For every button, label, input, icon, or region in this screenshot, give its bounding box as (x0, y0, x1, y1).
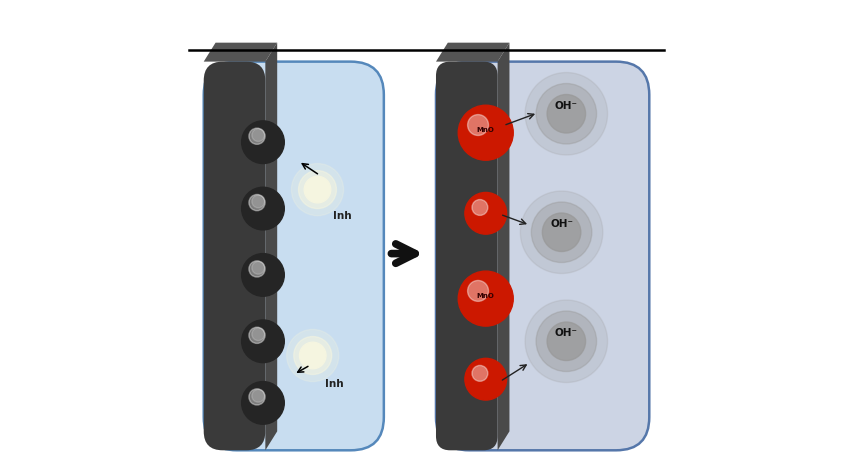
Circle shape (542, 213, 580, 252)
Polygon shape (204, 43, 277, 62)
Circle shape (241, 121, 284, 164)
Circle shape (249, 327, 265, 343)
Circle shape (525, 73, 607, 155)
Circle shape (531, 202, 591, 263)
Text: OH⁻: OH⁻ (554, 100, 577, 110)
FancyBboxPatch shape (435, 62, 648, 450)
Circle shape (249, 128, 265, 145)
Circle shape (525, 300, 607, 383)
Circle shape (464, 358, 506, 400)
Circle shape (304, 176, 331, 203)
Circle shape (293, 337, 331, 374)
Circle shape (546, 322, 584, 361)
Circle shape (458, 271, 513, 326)
Circle shape (298, 171, 336, 209)
FancyBboxPatch shape (204, 62, 265, 450)
Circle shape (251, 129, 264, 142)
Circle shape (471, 200, 487, 215)
Text: OH⁻: OH⁻ (554, 328, 577, 338)
Circle shape (249, 194, 265, 210)
FancyBboxPatch shape (435, 62, 497, 450)
Polygon shape (435, 43, 509, 62)
Circle shape (249, 261, 265, 277)
Polygon shape (497, 43, 509, 450)
Circle shape (467, 281, 488, 301)
Circle shape (251, 390, 264, 402)
Circle shape (241, 254, 284, 296)
Circle shape (286, 329, 338, 382)
Circle shape (249, 389, 265, 405)
Circle shape (464, 192, 506, 234)
Text: MnO: MnO (476, 128, 494, 133)
Circle shape (251, 195, 264, 208)
Text: Inh: Inh (325, 379, 343, 389)
Polygon shape (265, 43, 277, 450)
Circle shape (251, 328, 264, 340)
Circle shape (241, 382, 284, 424)
Circle shape (520, 191, 602, 273)
Circle shape (241, 187, 284, 230)
Circle shape (251, 262, 264, 274)
Circle shape (546, 94, 584, 133)
Text: Inh: Inh (333, 211, 351, 221)
Circle shape (535, 311, 596, 372)
Circle shape (291, 164, 343, 216)
Circle shape (467, 115, 488, 136)
Circle shape (299, 342, 325, 369)
FancyBboxPatch shape (204, 62, 383, 450)
Text: OH⁻: OH⁻ (550, 219, 573, 229)
Circle shape (471, 365, 487, 381)
Text: MnO: MnO (476, 293, 494, 299)
Circle shape (241, 320, 284, 363)
Circle shape (535, 83, 596, 144)
Circle shape (458, 105, 513, 160)
